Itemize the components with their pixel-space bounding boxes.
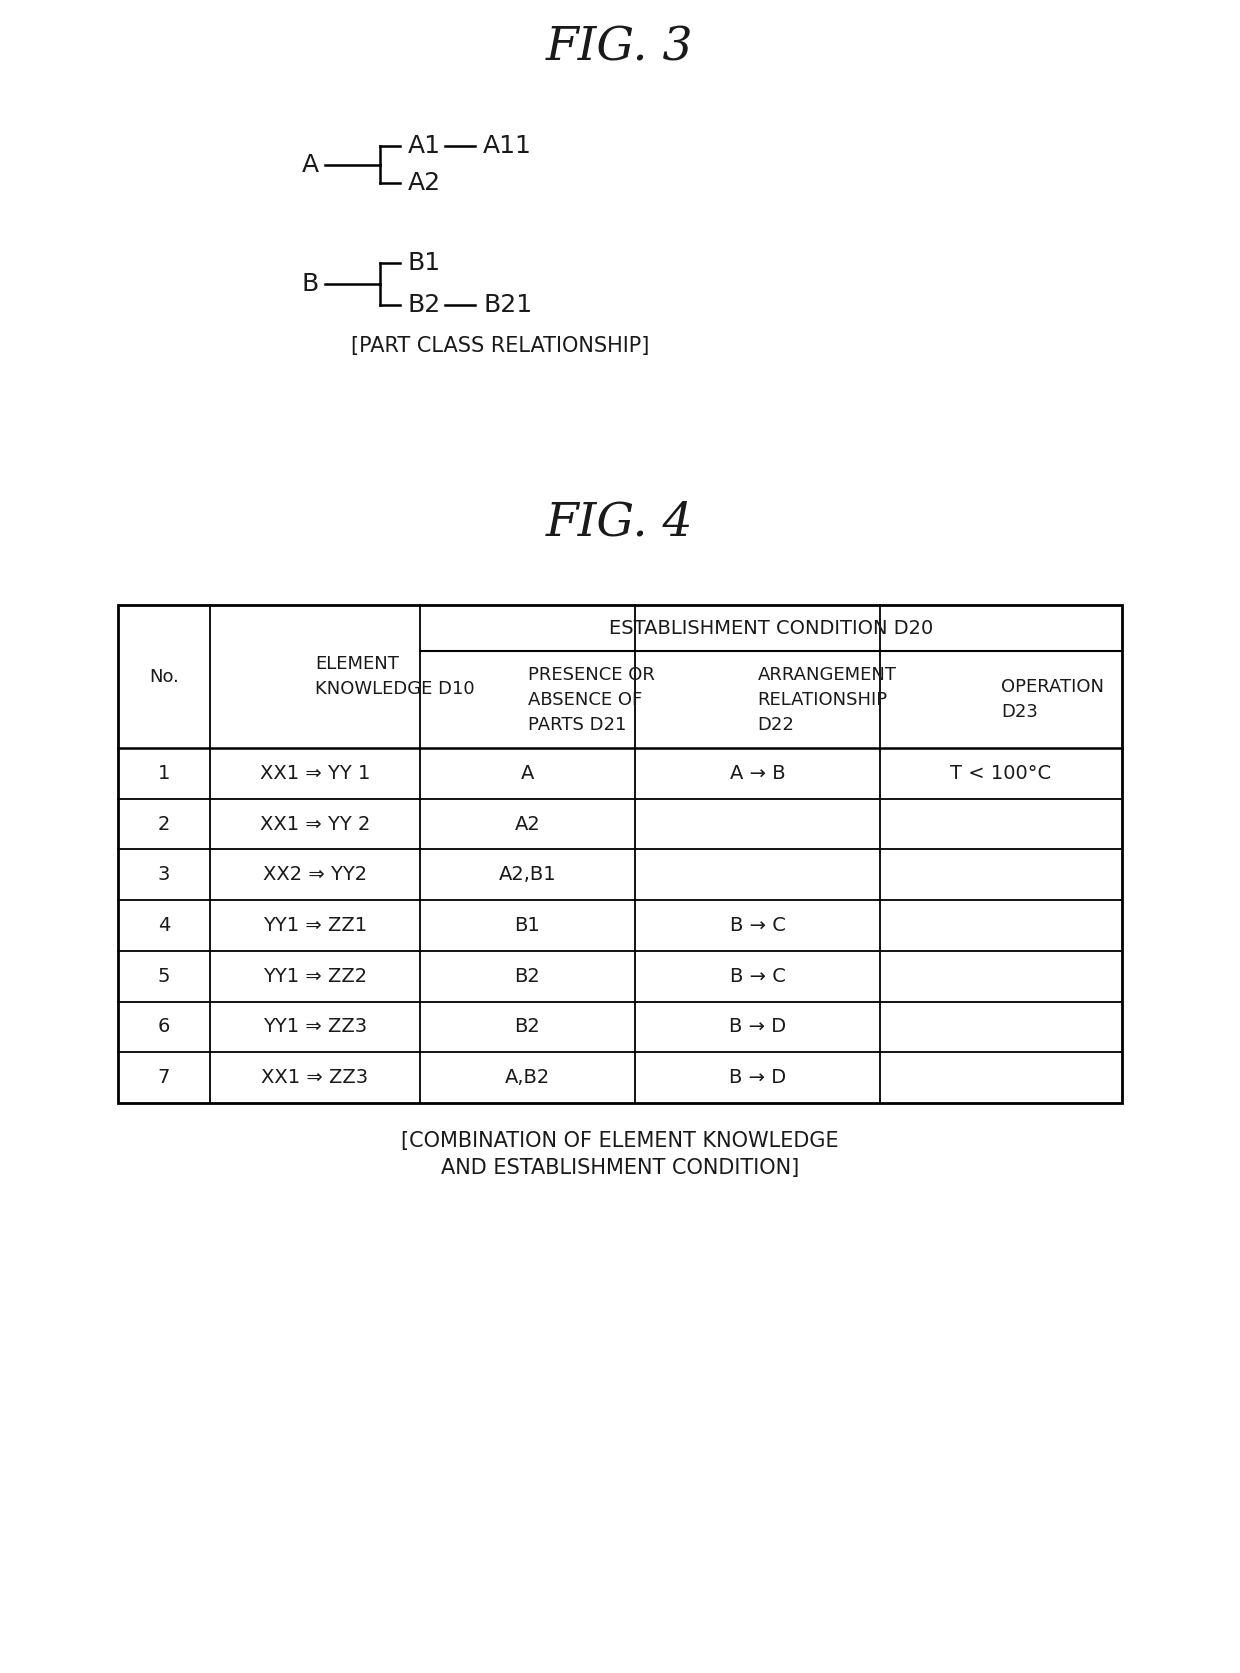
Text: FIG. 3: FIG. 3: [546, 25, 694, 70]
Text: A → B: A → B: [729, 765, 785, 783]
Text: YY1 ⇒ ZZ1: YY1 ⇒ ZZ1: [263, 917, 367, 935]
Text: A,B2: A,B2: [505, 1067, 551, 1087]
Text: B1: B1: [408, 251, 441, 274]
Text: B → D: B → D: [729, 1067, 786, 1087]
Text: A1: A1: [408, 134, 441, 157]
Text: XX1 ⇒ ZZ3: XX1 ⇒ ZZ3: [262, 1067, 368, 1087]
Text: A2: A2: [515, 815, 541, 833]
Text: B2: B2: [515, 967, 541, 985]
Text: PRESENCE OR
ABSENCE OF
PARTS D21: PRESENCE OR ABSENCE OF PARTS D21: [527, 666, 655, 733]
Text: FIG. 4: FIG. 4: [546, 500, 694, 545]
Text: ESTABLISHMENT CONDITION D20: ESTABLISHMENT CONDITION D20: [609, 619, 934, 637]
Text: B1: B1: [515, 917, 541, 935]
Text: B: B: [301, 273, 319, 296]
Text: B2: B2: [408, 293, 441, 316]
Text: 3: 3: [157, 865, 170, 885]
Text: YY1 ⇒ ZZ3: YY1 ⇒ ZZ3: [263, 1017, 367, 1037]
Text: 5: 5: [157, 967, 170, 985]
Text: [COMBINATION OF ELEMENT KNOWLEDGE: [COMBINATION OF ELEMENT KNOWLEDGE: [402, 1131, 838, 1151]
Text: No.: No.: [149, 668, 179, 686]
Text: XX1 ⇒ YY 2: XX1 ⇒ YY 2: [260, 815, 371, 833]
Text: 6: 6: [157, 1017, 170, 1037]
Text: YY1 ⇒ ZZ2: YY1 ⇒ ZZ2: [263, 967, 367, 985]
Text: B21: B21: [484, 293, 532, 316]
Text: AND ESTABLISHMENT CONDITION]: AND ESTABLISHMENT CONDITION]: [441, 1158, 799, 1178]
Text: A: A: [301, 152, 319, 176]
Text: 1: 1: [157, 765, 170, 783]
Text: A2: A2: [408, 171, 441, 196]
Text: ARRANGEMENT
RELATIONSHIP
D22: ARRANGEMENT RELATIONSHIP D22: [758, 666, 897, 733]
Text: [PART CLASS RELATIONSHIP]: [PART CLASS RELATIONSHIP]: [351, 336, 650, 356]
Text: ELEMENT
KNOWLEDGE D10: ELEMENT KNOWLEDGE D10: [315, 656, 475, 698]
Text: A: A: [521, 765, 534, 783]
Text: 7: 7: [157, 1067, 170, 1087]
Bar: [118, 606, 1122, 1103]
Text: B2: B2: [515, 1017, 541, 1037]
Text: B → C: B → C: [729, 917, 785, 935]
Text: T < 100°C: T < 100°C: [950, 765, 1052, 783]
Text: XX2 ⇒ YY2: XX2 ⇒ YY2: [263, 865, 367, 885]
Text: XX1 ⇒ YY 1: XX1 ⇒ YY 1: [260, 765, 371, 783]
Text: 4: 4: [157, 917, 170, 935]
Text: OPERATION
D23: OPERATION D23: [1001, 678, 1104, 721]
Text: B → C: B → C: [729, 967, 785, 985]
Text: A11: A11: [484, 134, 532, 157]
Text: A2,B1: A2,B1: [498, 865, 557, 885]
Text: B → D: B → D: [729, 1017, 786, 1037]
Text: 2: 2: [157, 815, 170, 833]
